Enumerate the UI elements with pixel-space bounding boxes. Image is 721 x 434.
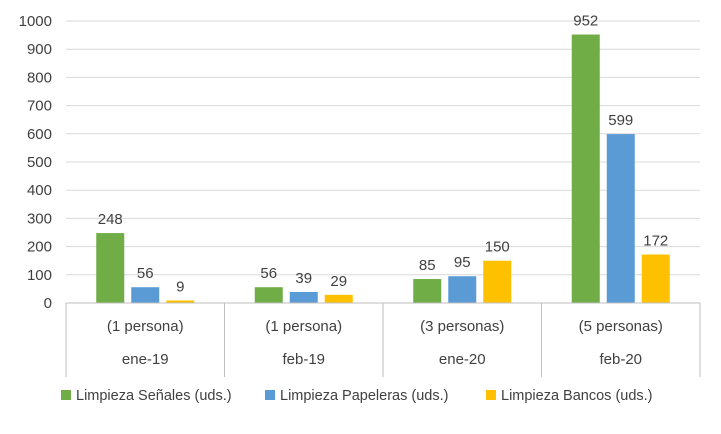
category-sublabel: (5 personas)	[579, 318, 663, 335]
y-tick-label: 900	[27, 41, 52, 58]
data-label: 172	[643, 232, 668, 249]
data-label: 95	[454, 254, 471, 271]
y-tick-label: 700	[27, 98, 52, 115]
bar[interactable]	[324, 294, 353, 303]
data-label: 56	[260, 265, 277, 282]
y-tick-label: 100	[27, 267, 52, 284]
bar[interactable]	[606, 134, 635, 303]
category-sublabel: (3 personas)	[420, 318, 504, 335]
bar[interactable]	[254, 287, 283, 303]
bar[interactable]	[131, 287, 160, 303]
legend-swatch	[61, 390, 71, 400]
gridlines	[66, 20, 700, 276]
legend-swatch	[486, 390, 496, 400]
y-tick-label: 600	[27, 126, 52, 143]
bar[interactable]	[448, 276, 477, 303]
legend[interactable]: Limpieza Señales (uds.) Limpieza Papelera…	[61, 388, 653, 404]
y-tick-label: 200	[27, 239, 52, 256]
y-tick-label: 0	[44, 295, 52, 312]
y-tick-label: 1000	[19, 13, 52, 30]
x-axis: (1 persona) ene-19 (1 persona) feb-19 (3 per…	[65, 302, 701, 377]
category-sublabel: (1 persona)	[107, 318, 184, 335]
y-axis-ticks: 0 100 200 300 400 500 600 700 800 900 1000	[19, 13, 52, 312]
category-sublabel: (1 persona)	[265, 318, 342, 335]
legend-item[interactable]: Limpieza Bancos (uds.)	[486, 388, 653, 404]
bar[interactable]	[96, 233, 125, 303]
data-label: 39	[295, 270, 312, 287]
y-tick-label: 800	[27, 69, 52, 86]
bar[interactable]	[413, 279, 442, 303]
category-label: feb-19	[282, 351, 325, 368]
data-label: 952	[573, 13, 598, 30]
legend-label: Limpieza Papeleras (uds.)	[280, 388, 448, 404]
legend-item[interactable]: Limpieza Señales (uds.)	[61, 388, 232, 404]
data-label: 85	[419, 257, 436, 274]
category-label: feb-20	[599, 351, 642, 368]
bar[interactable]	[571, 34, 600, 303]
data-label: 29	[330, 273, 347, 290]
data-label: 599	[608, 112, 633, 129]
legend-item[interactable]: Limpieza Papeleras (uds.)	[265, 388, 448, 404]
bar[interactable]	[289, 292, 318, 303]
category-label: ene-19	[122, 351, 169, 368]
bar[interactable]	[166, 300, 195, 303]
legend-label: Limpieza Bancos (uds.)	[501, 388, 653, 404]
legend-swatch	[265, 390, 275, 400]
y-tick-label: 500	[27, 154, 52, 171]
data-label: 150	[485, 239, 510, 256]
data-label: 9	[176, 278, 184, 295]
bars	[96, 34, 670, 303]
y-tick-label: 300	[27, 210, 52, 227]
category-label: ene-20	[439, 351, 486, 368]
y-tick-label: 400	[27, 182, 52, 199]
data-label: 56	[137, 265, 154, 282]
data-label: 248	[98, 211, 123, 228]
data-labels: 248 56 9 56 39 29 85 95 150 952 599 172	[98, 13, 669, 296]
bar[interactable]	[641, 254, 670, 303]
bar[interactable]	[483, 260, 512, 303]
legend-label: Limpieza Señales (uds.)	[76, 388, 232, 404]
